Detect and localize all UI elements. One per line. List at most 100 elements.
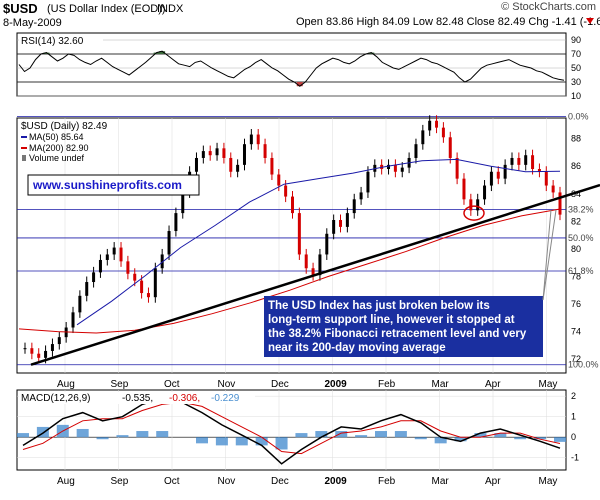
annotation-text-line: the 38.2% Fibonacci retracement level an… bbox=[268, 328, 527, 340]
ma200-line bbox=[18, 208, 561, 334]
rsi-oversold-fill bbox=[296, 82, 303, 87]
rsi-tick-label: 70 bbox=[571, 49, 581, 59]
price-bar-body bbox=[249, 134, 253, 145]
price-tick-label: 88 bbox=[571, 134, 581, 144]
price-bar-body bbox=[524, 155, 528, 165]
macd-tick-label: 2 bbox=[571, 391, 576, 401]
price-x-label: Nov bbox=[218, 379, 236, 390]
price-bar-body bbox=[462, 178, 466, 200]
price-bar-body bbox=[544, 171, 548, 186]
macd-histogram-bar bbox=[235, 437, 248, 446]
macd-histogram-bar bbox=[255, 437, 268, 446]
price-x-label: Feb bbox=[378, 379, 396, 390]
price-bar-body bbox=[510, 157, 514, 165]
price-x-label: Apr bbox=[485, 379, 501, 390]
price-bar-body bbox=[448, 137, 452, 158]
price-bar-body bbox=[57, 337, 61, 345]
price-bar-body bbox=[517, 157, 521, 165]
price-bar-body bbox=[332, 220, 336, 234]
macd-histogram-bar bbox=[36, 426, 49, 438]
price-bar-body bbox=[236, 164, 240, 172]
price-bar-body bbox=[30, 348, 34, 354]
price-bar-body bbox=[133, 273, 137, 281]
date-label: 8-May-2009 bbox=[3, 17, 62, 29]
price-bar-body bbox=[428, 120, 432, 131]
macd-tick-label: 0 bbox=[571, 432, 576, 442]
price-bar-body bbox=[140, 280, 144, 294]
price-bar-body bbox=[339, 220, 343, 227]
macd-histogram-bar bbox=[295, 433, 308, 438]
macd-histogram-bar bbox=[534, 437, 547, 440]
macd-x-label: Sep bbox=[111, 476, 129, 487]
macd-value-3: -0.229 bbox=[211, 393, 240, 404]
macd-histogram-bar bbox=[96, 437, 109, 440]
fib-level-label: 38.2% bbox=[568, 205, 594, 215]
exchange-label: INDX bbox=[157, 3, 184, 15]
price-bar-body bbox=[208, 151, 212, 156]
price-bar-body bbox=[256, 134, 260, 145]
url-box bbox=[27, 174, 200, 196]
rsi-overbought-fill bbox=[153, 52, 160, 54]
fib-level-label: 50.0% bbox=[568, 233, 594, 243]
price-bar-body bbox=[359, 192, 363, 200]
price-bar-body bbox=[284, 185, 288, 197]
price-bar-body bbox=[435, 120, 439, 128]
rsi-overbought-fill bbox=[159, 51, 166, 54]
price-bar-body bbox=[167, 231, 171, 255]
price-x-label: Mar bbox=[432, 379, 450, 390]
macd-histogram-bar bbox=[196, 437, 208, 444]
fib-level-label: 100.0% bbox=[568, 360, 599, 370]
price-bar-body bbox=[105, 254, 109, 260]
price-bar-body bbox=[215, 148, 219, 156]
price-bar-body bbox=[297, 213, 301, 255]
macd-histogram-bar bbox=[215, 437, 228, 446]
rsi-tick-label: 10 bbox=[571, 91, 581, 101]
price-bar-body bbox=[483, 185, 487, 200]
price-bar-body bbox=[469, 199, 473, 211]
price-bar-body bbox=[345, 213, 349, 227]
quote-summary: Open 83.86 High 84.09 Low 82.48 Close 82… bbox=[296, 16, 600, 28]
price-bar-body bbox=[50, 344, 54, 351]
price-bar-body bbox=[366, 171, 370, 193]
price-bar-body bbox=[160, 254, 164, 269]
price-bar-body bbox=[503, 164, 507, 179]
price-bar-body bbox=[44, 350, 48, 358]
legend-volume: Volume undef bbox=[29, 153, 85, 163]
price-bar-body bbox=[78, 295, 82, 313]
macd-x-label: 2009 bbox=[325, 476, 348, 487]
macd-histogram-bar bbox=[275, 437, 288, 450]
macd-histogram-bar bbox=[554, 437, 566, 442]
price-bar-body bbox=[558, 192, 562, 215]
price-bar-body bbox=[311, 268, 315, 276]
price-bar-body bbox=[414, 144, 418, 158]
down-change-icon bbox=[586, 18, 594, 24]
rsi-tick-label: 30 bbox=[571, 77, 581, 87]
price-bar-body bbox=[291, 196, 294, 214]
price-tick-label: 86 bbox=[571, 161, 581, 171]
price-x-label: Dec bbox=[271, 379, 289, 390]
price-bar-body bbox=[352, 199, 356, 214]
symbol-label: $USD bbox=[3, 1, 38, 16]
macd-line bbox=[22, 397, 561, 465]
macd-histogram-bar bbox=[136, 431, 149, 438]
price-bar-body bbox=[119, 247, 123, 262]
macd-histogram-bar bbox=[17, 433, 29, 438]
price-bar-body bbox=[92, 272, 96, 283]
legend-ma50: MA(50) 85.64 bbox=[29, 132, 84, 142]
fib-level-label: 61.8% bbox=[568, 266, 594, 276]
legend-ma200: MA(200) 82.90 bbox=[29, 143, 89, 153]
price-bar-body bbox=[222, 148, 226, 158]
price-tick-label: 80 bbox=[571, 244, 581, 254]
macd-x-label: Dec bbox=[271, 476, 289, 487]
price-tick-label: 82 bbox=[571, 216, 581, 226]
macd-histogram-bar bbox=[434, 437, 447, 444]
price-bar-body bbox=[174, 213, 178, 232]
price-bar-body bbox=[455, 157, 459, 179]
price-bar-body bbox=[98, 259, 102, 273]
price-bar-body bbox=[181, 192, 185, 214]
macd-title-bg bbox=[19, 392, 255, 404]
annotation-box bbox=[264, 296, 543, 357]
rsi-overbought-fill bbox=[368, 52, 375, 54]
price-tick-label: 78 bbox=[571, 272, 581, 282]
